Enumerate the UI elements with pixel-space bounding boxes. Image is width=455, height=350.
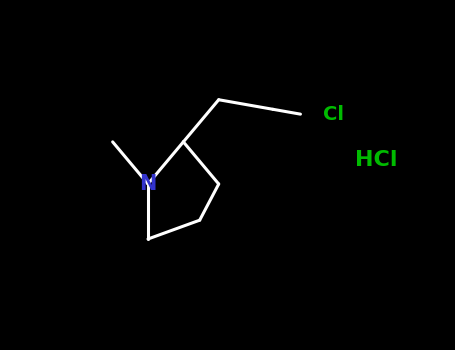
Text: HCl: HCl xyxy=(355,150,398,170)
Text: Cl: Cl xyxy=(323,105,344,124)
Text: N: N xyxy=(139,174,157,194)
